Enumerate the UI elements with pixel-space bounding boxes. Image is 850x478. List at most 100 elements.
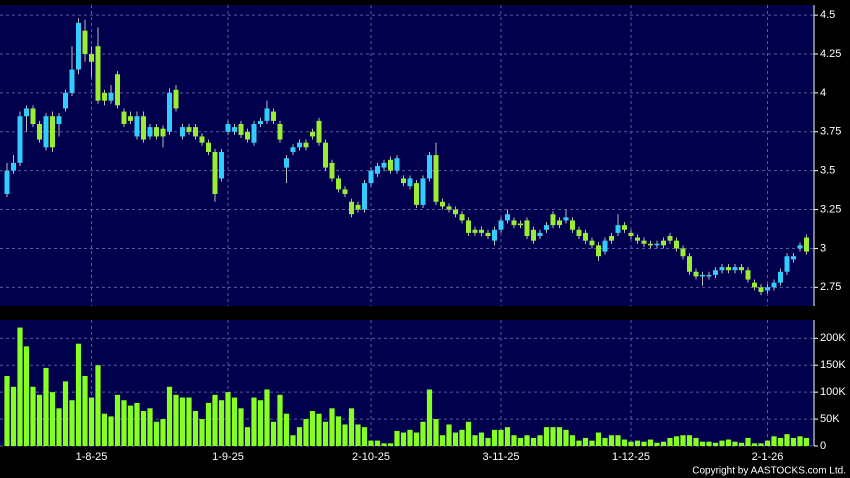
volume-bar [660, 441, 667, 446]
volume-bar [621, 439, 628, 446]
candle-body [141, 116, 146, 140]
volume-bar [517, 437, 524, 446]
candle-body [375, 166, 380, 174]
candle-body [635, 237, 640, 241]
volume-bar [777, 437, 784, 446]
volume-bar [361, 427, 368, 446]
volume-bar [114, 394, 121, 446]
candle-body [531, 229, 536, 241]
volume-bar [166, 386, 173, 446]
candle-body [193, 127, 198, 137]
candle-body [505, 214, 510, 221]
candle-body [765, 287, 770, 291]
volume-bar [543, 427, 550, 446]
volume-bar [550, 427, 556, 446]
candle-body [323, 142, 328, 168]
volume-bar [218, 400, 225, 446]
volume-bar [673, 436, 680, 446]
candle-body [167, 92, 172, 132]
volume-bar [433, 419, 439, 446]
candle-body [401, 178, 406, 184]
x-tick-label: 1-8-25 [76, 451, 108, 463]
volume-bar [82, 376, 88, 446]
volume-bar [394, 430, 400, 446]
volume-bar [160, 419, 166, 446]
candle-body [251, 124, 257, 143]
volume-bar [257, 400, 264, 446]
candle-body [277, 124, 283, 140]
volume-bar [758, 443, 764, 446]
footer: Copyright by AASTOCKS.com Ltd. [692, 466, 846, 477]
candle-body [687, 256, 692, 272]
volume-bar [446, 424, 452, 446]
candle-body [264, 108, 270, 121]
candle-body [147, 127, 153, 137]
candle-body [511, 220, 517, 226]
volume-bar [290, 435, 296, 446]
volume-bar [712, 442, 719, 446]
volume-bar [69, 400, 75, 446]
candle-body [17, 116, 23, 163]
volume-bar [17, 327, 23, 446]
candle-body [713, 270, 718, 275]
volume-bar [296, 427, 303, 446]
volume-bar [764, 440, 771, 446]
volume-bar [270, 421, 277, 446]
candle-body [433, 155, 439, 202]
candle-body [37, 124, 42, 140]
volume-bar [745, 437, 751, 446]
volume-bar [797, 436, 803, 446]
candle-body [414, 183, 419, 205]
volume-bar [36, 394, 43, 446]
candle-body [732, 267, 738, 271]
volume-bar [95, 365, 101, 446]
candle-body [719, 267, 725, 271]
candle-body [570, 220, 575, 230]
candle-body [550, 214, 556, 226]
volume-bar [413, 432, 420, 446]
candle-body [784, 256, 790, 272]
candle-body [674, 240, 679, 249]
candle-body [82, 30, 88, 54]
candle-body [602, 240, 608, 252]
volume-bar [23, 346, 30, 446]
volume-bar [4, 376, 10, 446]
volume-bar [420, 421, 426, 446]
y-tick-label: 50K [820, 413, 840, 425]
candle-body [238, 124, 244, 135]
volume-bar [283, 413, 290, 446]
candle-body [388, 159, 393, 171]
volume-bar [641, 441, 647, 446]
volume-bar [173, 394, 179, 446]
volume-bar [75, 343, 82, 446]
candle-body [115, 74, 120, 106]
volume-bar [186, 397, 192, 446]
candle-body [804, 237, 809, 252]
y-tick-label: 3.5 [820, 165, 835, 177]
candle-body [232, 127, 237, 132]
volume-bar [43, 367, 49, 446]
candle-body [466, 220, 471, 233]
volume-bar [498, 429, 504, 446]
candle-body [342, 189, 348, 194]
candle-body [446, 206, 452, 210]
volume-bar [634, 440, 641, 446]
candle-body [667, 236, 673, 241]
candle-body [641, 240, 647, 244]
volume-bar [751, 443, 758, 446]
candle-body [160, 128, 166, 137]
volume-bar [491, 429, 498, 446]
volume-bar [426, 389, 433, 446]
candle-body [596, 245, 601, 257]
candle-body [219, 152, 224, 179]
candle-body [329, 162, 335, 179]
volume-bar [478, 432, 485, 446]
candle-body [394, 158, 400, 171]
candle-body [745, 270, 751, 280]
candle-body [199, 136, 205, 143]
candle-body [420, 178, 426, 205]
volume-bar [277, 394, 283, 446]
volume-bar [686, 435, 693, 446]
candle-body [700, 274, 705, 277]
volume-bar [140, 411, 147, 446]
